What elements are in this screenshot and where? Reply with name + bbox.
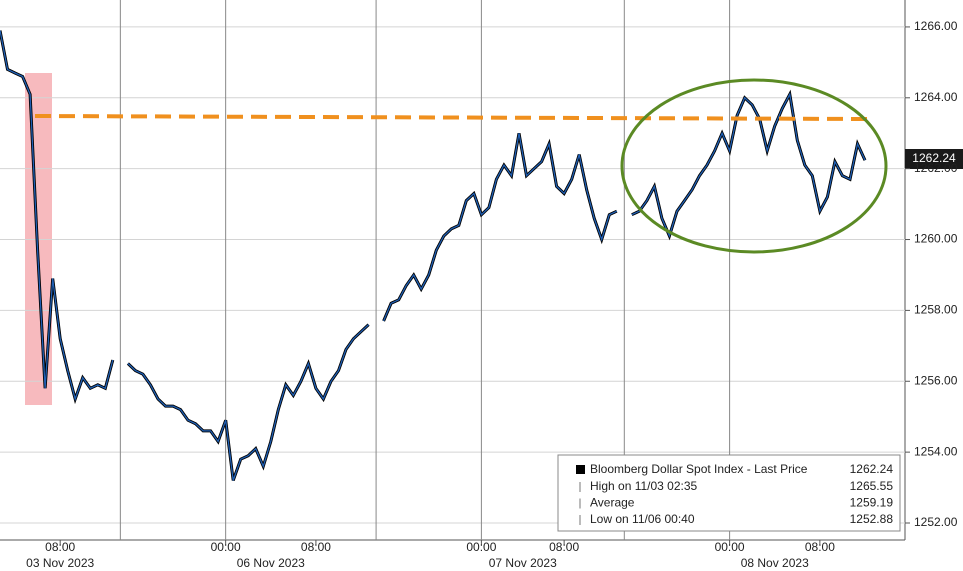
stat-label: Average xyxy=(590,496,635,510)
y-tick-label: 1256.00 xyxy=(914,373,958,387)
stat-value: 1259.19 xyxy=(850,496,894,510)
y-tick-label: 1264.00 xyxy=(914,90,958,104)
day-label: 07 Nov 2023 xyxy=(489,556,557,570)
last-price-tag xyxy=(905,149,963,169)
x-tick-label: 00:00 xyxy=(466,540,496,554)
y-tick-label: 1258.00 xyxy=(914,303,958,317)
x-tick-label: 08:00 xyxy=(805,540,835,554)
stat-value: 1252.88 xyxy=(850,512,894,526)
resistance-line xyxy=(34,114,869,121)
legend-value: 1262.24 xyxy=(850,462,894,476)
x-tick-label: 00:00 xyxy=(715,540,745,554)
price-line xyxy=(0,30,866,481)
day-label: 06 Nov 2023 xyxy=(237,556,305,570)
y-tick-label: 1254.00 xyxy=(914,444,958,458)
stat-value: 1265.55 xyxy=(850,479,894,493)
y-tick-label: 1260.00 xyxy=(914,232,958,246)
legend: Bloomberg Dollar Spot Index - Last Price… xyxy=(557,454,901,532)
x-tick-label: 08:00 xyxy=(549,540,579,554)
highlight-ellipse xyxy=(620,78,888,254)
y-tick-label: 1262.00 xyxy=(914,161,958,175)
y-tick-label: 1252.00 xyxy=(914,515,958,529)
day-label: 08 Nov 2023 xyxy=(741,556,809,570)
stat-label: High on 11/03 02:35 xyxy=(590,479,698,493)
last-price-label: 1262.24 xyxy=(912,151,956,165)
legend-title: Bloomberg Dollar Spot Index - Last Price xyxy=(590,462,808,476)
x-tick-label: 00:00 xyxy=(211,540,241,554)
x-tick-label: 08:00 xyxy=(301,540,331,554)
stat-label: Low on 11/06 00:40 xyxy=(590,512,695,526)
x-tick-label: 08:00 xyxy=(45,540,75,554)
y-tick-label: 1266.00 xyxy=(914,19,958,33)
day-label: 03 Nov 2023 xyxy=(26,556,94,570)
legend-swatch xyxy=(576,465,585,474)
legend-box xyxy=(557,454,901,532)
